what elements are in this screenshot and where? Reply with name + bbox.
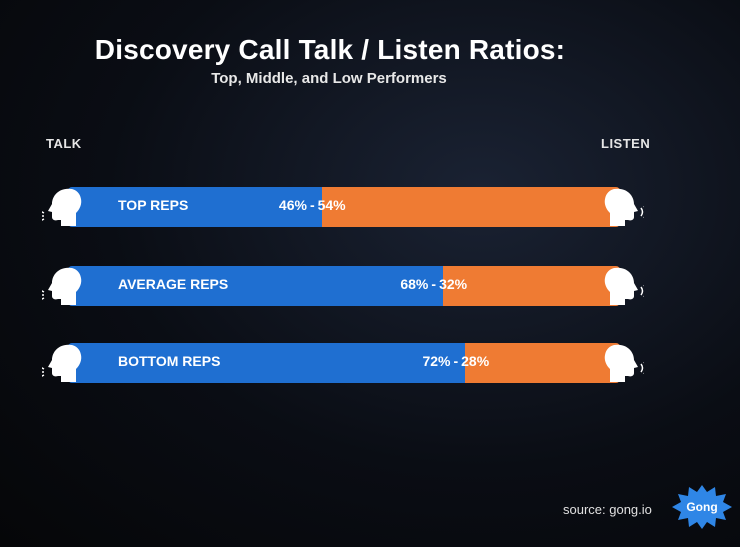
listen-segment xyxy=(465,343,620,383)
talk-segment xyxy=(68,266,444,306)
talk-value-label: 68% xyxy=(400,276,429,292)
bar-row: AVERAGE REPS 68% -32% xyxy=(39,264,647,308)
category-label: AVERAGE REPS xyxy=(118,276,229,292)
listen-axis-label: LISTEN xyxy=(601,136,651,151)
chart-subtitle: Top, Middle, and Low Performers xyxy=(211,70,447,87)
speaking-head-icon xyxy=(39,185,86,229)
speaking-head-icon xyxy=(39,341,86,385)
source-text: source: gong.io xyxy=(563,502,652,517)
gong-logo: Gong xyxy=(672,485,732,529)
bar-row: TOP REPS 46% -54% xyxy=(39,185,647,229)
ratio-separator: - xyxy=(453,353,459,369)
ratio-separator: - xyxy=(431,276,437,292)
talk-value-label: 46% xyxy=(278,197,307,213)
stacked-bar xyxy=(68,187,620,227)
ratio-label: 68% -32% xyxy=(400,276,467,292)
stacked-bar xyxy=(68,343,620,383)
stacked-bar xyxy=(68,266,620,306)
talk-axis-label: TALK xyxy=(46,136,82,151)
listening-head-icon xyxy=(600,341,647,385)
listening-head-icon xyxy=(600,185,647,229)
listen-segment xyxy=(443,266,620,306)
speaking-head-icon xyxy=(39,264,86,308)
logo-text: Gong xyxy=(686,500,717,514)
listen-value-label: 32% xyxy=(439,276,468,292)
talk-value-label: 72% xyxy=(422,353,451,369)
listen-value-label: 54% xyxy=(317,197,346,213)
ratio-separator: - xyxy=(309,197,315,213)
logo-burst xyxy=(672,485,732,529)
bar-row: BOTTOM REPS 72% -28% xyxy=(39,341,647,385)
ratio-label: 46% -54% xyxy=(279,197,346,213)
talk-segment xyxy=(68,343,466,383)
category-label: BOTTOM REPS xyxy=(118,353,221,369)
ratio-label: 72% -28% xyxy=(422,353,489,369)
listen-value-label: 28% xyxy=(461,353,490,369)
listen-segment xyxy=(321,187,620,227)
listening-head-icon xyxy=(600,264,647,308)
category-label: TOP REPS xyxy=(118,197,189,213)
chart-title: Discovery Call Talk / Listen Ratios: xyxy=(94,34,566,65)
talk-segment xyxy=(68,187,322,227)
